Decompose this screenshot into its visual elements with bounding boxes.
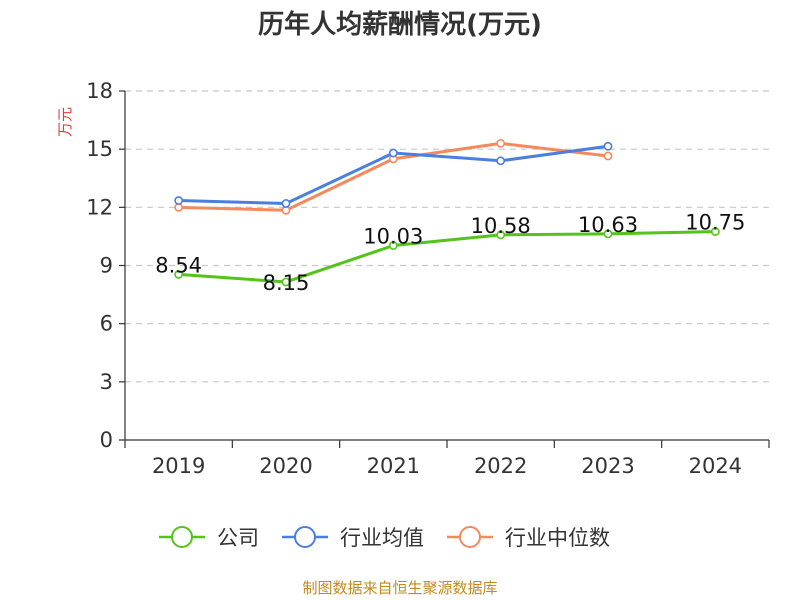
y-tick-label: 0 xyxy=(100,428,113,452)
data-point[interactable] xyxy=(281,277,291,287)
source-note: 制图数据来自恒生聚源数据库 xyxy=(302,579,497,597)
chart-title: 历年人均薪酬情况(万元) xyxy=(258,9,542,40)
data-point[interactable] xyxy=(174,196,184,205)
x-tick-label: 2021 xyxy=(367,454,420,478)
data-label: 10.58 xyxy=(471,214,531,238)
legend-swatch-marker xyxy=(459,526,481,548)
series-line xyxy=(178,230,716,284)
x-tick-label: 2024 xyxy=(689,454,742,478)
y-tick-label: 18 xyxy=(86,79,113,103)
x-tick-label: 2022 xyxy=(474,454,527,478)
y-tick-label: 6 xyxy=(100,312,113,336)
data-label: 10.63 xyxy=(578,213,638,237)
data-point[interactable] xyxy=(174,270,184,279)
data-label: 8.15 xyxy=(263,271,310,295)
y-tick-label: 9 xyxy=(100,254,113,278)
data-point[interactable] xyxy=(603,229,613,239)
grid-lines xyxy=(125,90,769,383)
y-axis-label: 万元 xyxy=(56,107,74,137)
data-label: 8.54 xyxy=(155,253,202,277)
data-point[interactable] xyxy=(603,151,613,161)
data-labels: 8.54 8.15 10.03 10.58 10.63 10.75 xyxy=(155,211,745,295)
legend-item-3[interactable]: 行业中位数 xyxy=(447,526,610,550)
legend-label: 行业中位数 xyxy=(505,526,610,550)
data-point[interactable] xyxy=(710,227,720,236)
y-tick-label: 15 xyxy=(86,137,113,161)
legend-item-1[interactable]: 公司 xyxy=(159,526,259,550)
series-3 xyxy=(174,138,613,215)
x-tick-label: 2019 xyxy=(152,454,205,478)
data-label: 10.03 xyxy=(363,225,423,249)
x-tick-label: 2020 xyxy=(259,454,312,478)
data-point[interactable] xyxy=(281,199,291,208)
data-point[interactable] xyxy=(496,156,506,166)
legend-swatch-marker xyxy=(171,526,193,548)
data-point[interactable] xyxy=(388,241,398,250)
data-point[interactable] xyxy=(496,138,506,148)
series-1 xyxy=(174,227,720,287)
y-tick-label: 12 xyxy=(86,195,113,219)
data-point[interactable] xyxy=(603,141,613,151)
series-group xyxy=(174,138,720,287)
data-point[interactable] xyxy=(496,230,506,240)
legend[interactable]: 公司 行业均值 行业中位数 xyxy=(159,526,610,550)
axes: 0 3 6 9 12 15 18 2019 2020 2021 2022 2023 2024 xyxy=(86,79,770,478)
legend-swatch-marker xyxy=(294,526,316,548)
data-point[interactable] xyxy=(388,148,398,158)
series-2 xyxy=(174,141,613,208)
x-tick-label: 2023 xyxy=(581,454,634,478)
data-label: 10.75 xyxy=(685,211,745,235)
legend-label: 行业均值 xyxy=(340,526,424,550)
legend-label: 公司 xyxy=(217,526,259,550)
legend-item-2[interactable]: 行业均值 xyxy=(282,526,424,550)
y-tick-label: 3 xyxy=(100,370,113,394)
